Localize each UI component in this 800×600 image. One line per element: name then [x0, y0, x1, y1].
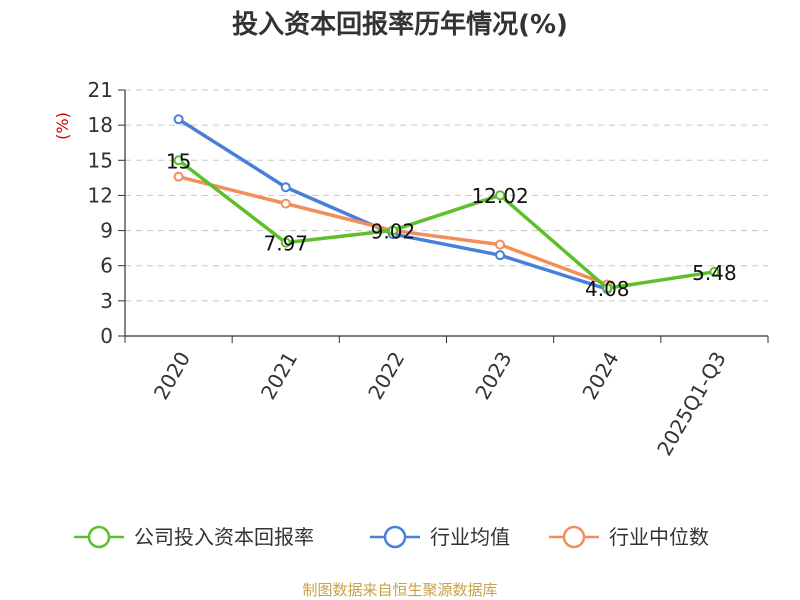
y-axis-unit: (%) — [53, 112, 72, 140]
y-tick-label: 15 — [88, 148, 113, 172]
series-line — [177, 117, 608, 291]
data-point — [173, 155, 184, 166]
chart-title: 投入资本回报率历年情况(%) — [232, 9, 568, 40]
data-label: 12.02 — [471, 184, 528, 208]
data-point — [173, 114, 184, 125]
y-tick-label: 0 — [100, 324, 113, 348]
y-tick-label: 18 — [88, 113, 113, 137]
x-tick-label: 2023 — [470, 348, 516, 404]
data-label: 15 — [166, 149, 191, 173]
grid-lines — [125, 89, 768, 302]
y-tick-label: 21 — [88, 78, 113, 102]
x-tick-label: 2024 — [577, 348, 623, 404]
data-point — [280, 237, 291, 248]
legend-marker — [562, 525, 586, 549]
data-point — [173, 171, 184, 182]
data-point — [495, 250, 506, 261]
legend-label: 行业中位数 — [609, 525, 709, 549]
data-point — [495, 239, 506, 250]
x-tick-label: 2025Q1-Q3 — [652, 348, 731, 460]
series-line — [177, 158, 715, 290]
data-label: 4.08 — [585, 277, 630, 301]
legend-marker — [87, 525, 111, 549]
data-label: 9.02 — [371, 219, 416, 243]
data-label: 7.97 — [263, 232, 308, 256]
y-tick-label: 9 — [100, 219, 113, 243]
data-point — [280, 198, 291, 209]
legend-label: 行业均值 — [430, 525, 510, 549]
legend-marker — [383, 525, 407, 549]
y-tick-label: 3 — [100, 289, 113, 313]
data-point — [709, 266, 720, 277]
data-labels: 15 7.97 9.02 12.02 4.08 5.48 — [166, 149, 737, 301]
data-point — [387, 225, 398, 236]
y-tick-label: 6 — [100, 254, 113, 278]
x-tick-label: 2021 — [256, 348, 302, 404]
data-label: 5.48 — [692, 261, 737, 285]
source-note: 制图数据来自恒生聚源数据库 — [302, 581, 497, 599]
x-tick-label: 2020 — [149, 348, 195, 404]
series-group — [173, 114, 720, 295]
data-point — [280, 182, 291, 193]
data-point — [602, 283, 613, 294]
y-tick-label: 12 — [88, 183, 113, 207]
data-point — [495, 190, 506, 201]
axes: 0 3 6 9 12 15 18 21 2020 2021 2022 2023 2024 2025Q1-Q… — [88, 78, 769, 460]
legend-label: 公司投入资本回报率 — [134, 525, 314, 549]
x-tick-label: 2022 — [363, 348, 409, 404]
legend: 公司投入资本回报率 行业均值 行业中位数 — [74, 525, 709, 549]
